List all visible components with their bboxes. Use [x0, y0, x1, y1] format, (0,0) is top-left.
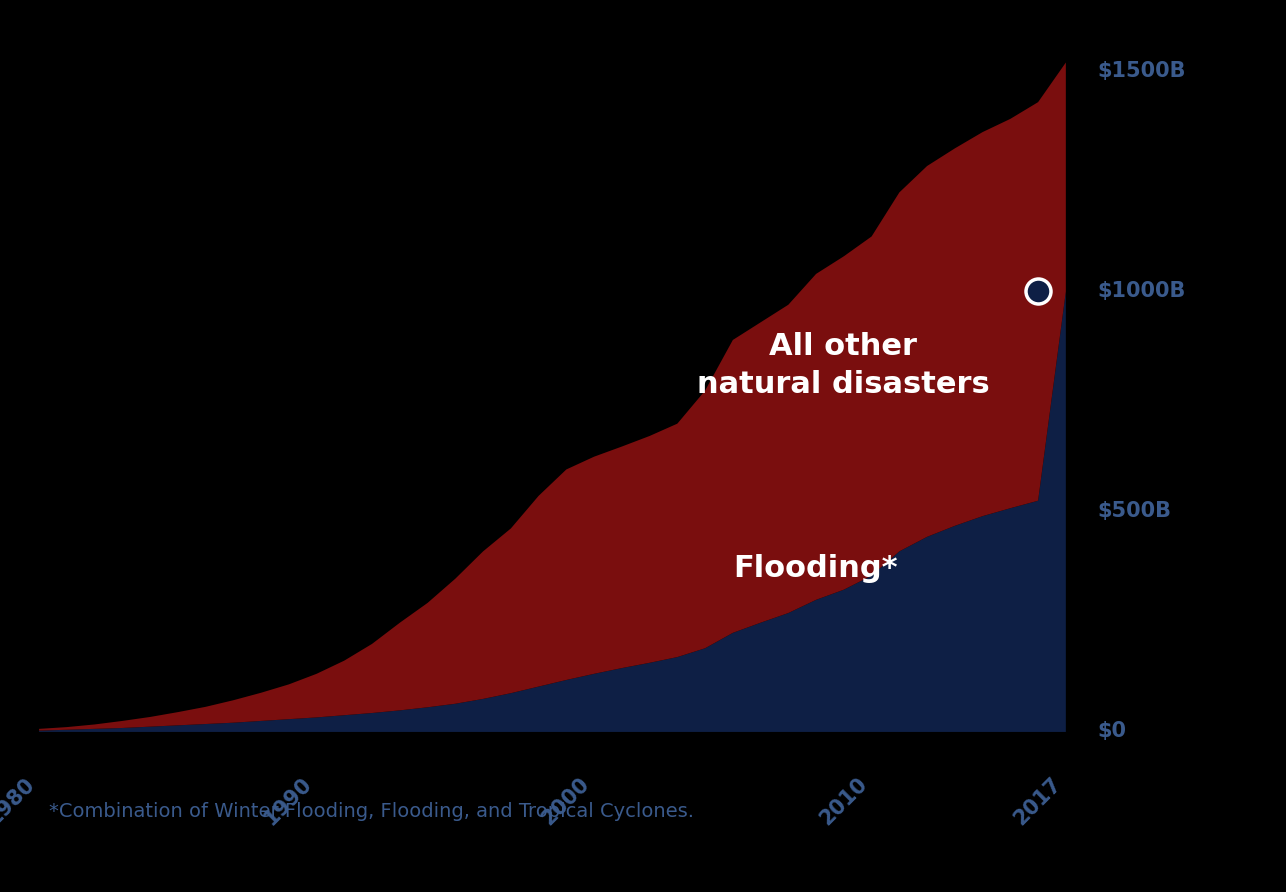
Text: 1990: 1990 [261, 773, 316, 829]
Text: $1500B: $1500B [1097, 61, 1186, 81]
Text: $500B: $500B [1097, 501, 1172, 521]
Text: All other
natural disasters: All other natural disasters [697, 333, 990, 400]
Text: $1000B: $1000B [1097, 281, 1186, 301]
Text: 2010: 2010 [815, 773, 871, 829]
Text: $0: $0 [1097, 722, 1127, 741]
Text: 2017: 2017 [1011, 773, 1065, 829]
Text: Flooding*: Flooding* [733, 554, 898, 583]
Text: *Combination of Winter Flooding, Flooding, and Tropical Cyclones.: *Combination of Winter Flooding, Floodin… [49, 802, 694, 821]
Text: 2000: 2000 [539, 773, 594, 829]
Text: 1980: 1980 [0, 773, 39, 829]
